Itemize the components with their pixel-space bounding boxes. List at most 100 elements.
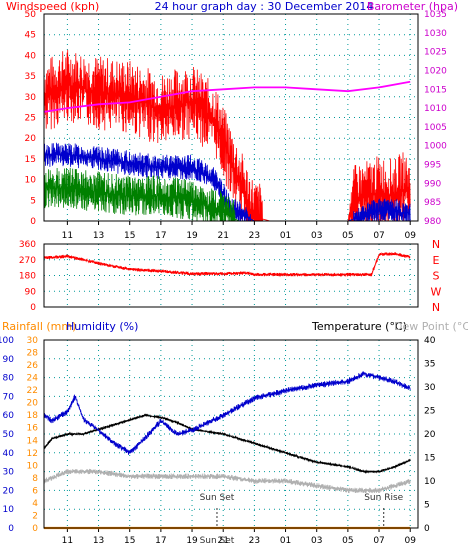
- direction-series: [43, 251, 411, 277]
- y-tick-label: 0: [30, 303, 36, 313]
- y-tick-label: 4: [32, 499, 38, 509]
- y-tick-label: 40: [25, 51, 37, 61]
- y-tick-label: 0: [32, 524, 38, 534]
- y-tick-label: 20: [25, 134, 37, 144]
- y-tick-label: 0: [424, 524, 430, 534]
- y-tick-label: 20: [3, 486, 15, 496]
- direction-series: [43, 251, 411, 277]
- y-tick-label: 30: [25, 93, 37, 103]
- y-tick-label: 26: [27, 361, 39, 371]
- y-tick-label: 0: [8, 524, 14, 534]
- y-tick-label: 14: [27, 436, 39, 446]
- y-tick-label: 100: [0, 336, 14, 346]
- y-tick-label: 1015: [424, 85, 447, 95]
- x-tick-label: 07: [373, 231, 384, 241]
- y-tick-label: 5: [424, 501, 430, 511]
- wind-time-ticks: 11 13 15 17 19 21 23 01 03 05 07 09: [62, 221, 416, 241]
- dewpoint-series: [43, 468, 411, 494]
- chart-title: 24 hour graph day : 30 December 2014: [155, 0, 374, 13]
- x-tick-label: 13: [93, 536, 104, 546]
- x-tick-label: 21: [217, 231, 228, 241]
- y-tick-label: 980: [424, 217, 441, 227]
- x-tick-label: 13: [93, 231, 104, 241]
- y-tick-label: 35: [424, 360, 435, 370]
- y-tick-label: 25: [424, 407, 435, 417]
- y-tick-label: 15: [25, 155, 36, 165]
- y-tick-label: 90: [25, 287, 37, 297]
- y-tick-label: 270: [19, 256, 36, 266]
- wind-plot-frame: [43, 13, 419, 222]
- direction-plot-frame: [43, 243, 419, 308]
- x-tick-label: 15: [124, 536, 135, 546]
- y-tick-label: 15: [424, 454, 435, 464]
- y-tick-label: 1005: [424, 123, 447, 133]
- y-tick-label: 70: [3, 392, 15, 402]
- y-tick-label: 5: [30, 196, 36, 206]
- x-tick-label: 03: [311, 536, 322, 546]
- x-tick-label: 05: [342, 536, 353, 546]
- compass-label: W: [431, 285, 442, 298]
- y-tick-label: 35: [25, 72, 36, 82]
- y-tick-label: 10: [3, 505, 15, 515]
- x-tick-label: 15: [124, 231, 135, 241]
- y-tick-label: 60: [3, 411, 15, 421]
- y-tick-label: 990: [424, 179, 441, 189]
- x-tick-label: 05: [342, 231, 353, 241]
- humidity-axis-label: Humidity (%): [66, 320, 138, 333]
- y-tick-label: 360: [19, 240, 36, 250]
- y-tick-label: 28: [27, 349, 39, 359]
- x-tick-label: 11: [62, 231, 73, 241]
- x-tick-label: 23: [249, 231, 260, 241]
- average-series: [43, 167, 255, 222]
- humidity-series: [43, 371, 411, 455]
- x-tick-label: 23: [249, 536, 260, 546]
- y-tick-label: 1030: [424, 29, 447, 39]
- y-tick-label: 50: [3, 430, 15, 440]
- barometer-axis-label: Barometer (hpa): [367, 0, 458, 13]
- y-tick-label: 10: [25, 176, 37, 186]
- y-tick-label: 24: [27, 374, 39, 384]
- y-tick-label: 1010: [424, 104, 447, 114]
- y-tick-label: 90: [3, 355, 15, 365]
- temperature-series: [43, 413, 411, 474]
- y-tick-label: 1000: [424, 142, 447, 152]
- x-tick-label: 17: [155, 536, 166, 546]
- sunset-axis-label: Sun Set: [200, 536, 235, 546]
- y-tick-label: 995: [424, 161, 441, 171]
- y-tick-label: 30: [3, 468, 15, 478]
- barometer-series: [43, 80, 411, 113]
- gust-series: [43, 49, 411, 222]
- compass-label: E: [433, 254, 440, 267]
- x-tick-label: 19: [186, 231, 198, 241]
- y-tick-label: 16: [27, 424, 39, 434]
- y-tick-label: 18: [27, 411, 39, 421]
- x-tick-label: 03: [311, 231, 322, 241]
- y-tick-label: 985: [424, 198, 441, 208]
- compass-label: N: [432, 238, 440, 251]
- x-tick-label: 09: [404, 231, 416, 241]
- y-tick-label: 40: [3, 449, 15, 459]
- windspeed-axis-label: Windspeed (kph): [6, 0, 99, 13]
- direction-ticks: 0 90 180 270 360: [19, 240, 36, 313]
- dewpoint-axis-label: Dew Point (°C): [394, 320, 468, 333]
- y-tick-label: 20: [27, 399, 39, 409]
- y-tick-label: 30: [27, 336, 39, 346]
- y-tick-label: 8: [32, 474, 38, 484]
- y-tick-label: 45: [25, 31, 36, 41]
- compass-label: S: [433, 270, 440, 283]
- y-tick-label: 10: [27, 461, 39, 471]
- x-tick-label: 17: [155, 231, 166, 241]
- y-tick-label: 22: [27, 386, 38, 396]
- temp-time-ticks: 11 13 15 17 19 21 23 01 03 05 07 09: [62, 528, 416, 546]
- y-tick-label: 50: [25, 10, 37, 20]
- compass-label: N: [432, 301, 440, 314]
- y-tick-label: 12: [27, 449, 38, 459]
- y-tick-label: 2: [32, 511, 38, 521]
- x-tick-label: 01: [280, 231, 291, 241]
- barometer-ticks: 980 985 990 995 1000 1005 1010 1015 1020 1025 1030…: [424, 10, 447, 227]
- humidity-ticks: 0 10 20 30 40 50 60 70 80 90 100: [0, 336, 14, 534]
- temperature-ticks: 0 5 10 15 20 25 30 35 40: [424, 336, 436, 534]
